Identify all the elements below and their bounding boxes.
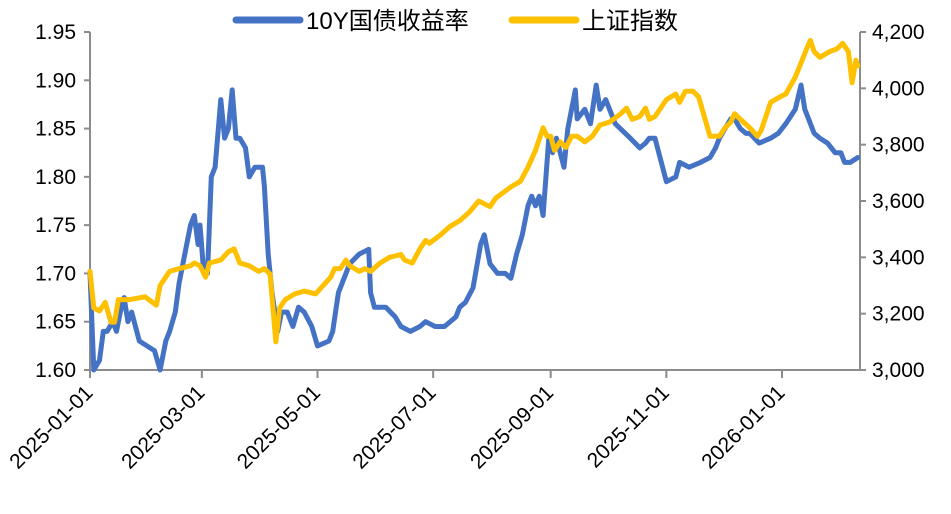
x-axis-tick-label: 2025-07-01 xyxy=(348,381,440,473)
left-axis-tick-label: 1.75 xyxy=(35,214,76,237)
series-lines xyxy=(87,37,861,373)
left-axis-tick-label: 1.70 xyxy=(35,262,76,285)
left-axis-tick-label: 1.95 xyxy=(35,21,76,44)
x-axis-tick-label: 2025-09-01 xyxy=(466,381,558,473)
right-axis-tick-label: 3,400 xyxy=(872,246,925,269)
right-axis-tick-label: 3,600 xyxy=(872,190,925,213)
legend-label-index: 上证指数 xyxy=(582,8,678,35)
left-axis-tick-label: 1.80 xyxy=(35,166,76,189)
x-axis-tick-label: 2026-01-01 xyxy=(697,381,789,473)
yield-10y-line xyxy=(87,82,861,373)
left-axis-tick-label: 1.60 xyxy=(35,359,76,382)
legend-label-yield: 10Y国债收益率 xyxy=(306,8,469,35)
left-axis-tick-label: 1.85 xyxy=(35,118,76,141)
right-axis-tick-label: 3,200 xyxy=(872,303,925,326)
x-axis-tick-label: 2025-03-01 xyxy=(117,381,209,473)
x-axis-tick-label: 2025-01-01 xyxy=(5,381,97,473)
right-axis-tick-label: 3,000 xyxy=(872,359,925,382)
right-axis-tick-label: 4,000 xyxy=(872,77,925,100)
x-axis-tick-label: 2025-05-01 xyxy=(233,381,325,473)
left-axis-tick-label: 1.65 xyxy=(35,311,76,334)
right-axis-tick-label: 4,200 xyxy=(872,21,925,44)
legend: 10Y国债收益率 上证指数 xyxy=(232,8,678,35)
x-axis-tick-label: 2025-11-01 xyxy=(583,381,674,472)
left-axis-tick-label: 1.90 xyxy=(35,69,76,92)
shanghai-index-line xyxy=(87,37,861,345)
right-axis-tick-label: 3,800 xyxy=(872,134,925,157)
